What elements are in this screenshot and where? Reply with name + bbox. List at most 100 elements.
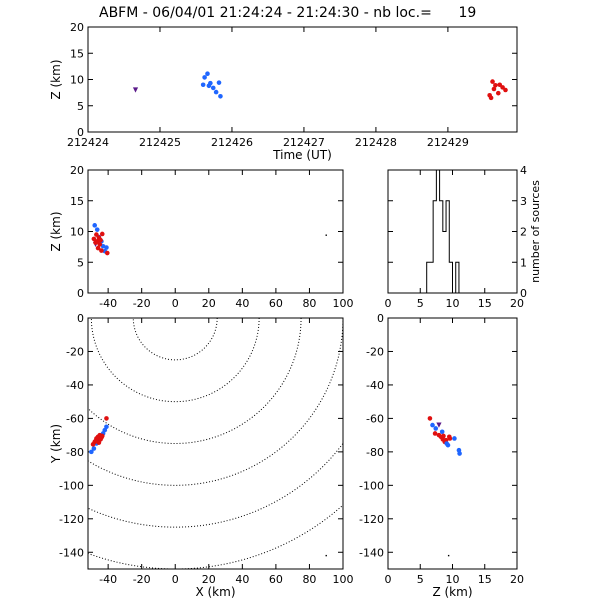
data-point [93,438,98,444]
x-tick-label: 212424 [67,136,109,149]
x-axis-label: X (km) [195,585,235,599]
y-axis-label: Z (km) [49,211,63,251]
x-tick-label: 212427 [283,136,325,149]
data-point [216,80,222,85]
x-tick-label: 60 [269,573,283,586]
x-tick-label: 0 [172,573,179,586]
x-tick-label: 15 [478,573,492,586]
reference-dot [325,234,327,236]
data-point [104,424,109,430]
data-point [427,416,433,421]
x-tick-label: 0 [385,297,392,310]
y-tick-label: 5 [77,256,84,269]
data-point [99,231,105,237]
panel-z-y: 0 5 10 15 20 0 -20 -40 -60 -80 -100 -120 -140 Z (km) [359,312,524,599]
data-point [452,436,457,441]
data-point [210,85,216,91]
data-point [457,451,462,456]
x-tick-label: 5 [417,297,424,310]
data-point [97,242,103,247]
y-tick-label: -100 [59,479,84,492]
x-tick-label: 20 [202,297,216,310]
x-axis-label: Time (UT) [272,148,332,162]
y-tick-label: -140 [359,546,384,559]
y-tick-label: -120 [59,513,84,526]
data-point [488,95,494,101]
y-tick-label: 0 [77,287,84,300]
data-point [436,422,442,428]
y-tick-label: 20 [70,164,84,177]
x-tick-label: 212426 [211,136,253,149]
y-tick-label: -80 [366,446,384,459]
x-tick-label: -40 [99,573,117,586]
data-point [202,75,207,80]
y-tick-label: 0 [520,287,527,300]
panel-x-z: -40 -20 0 20 40 60 80 100 0 5 10 15 20 Z (km) [49,164,354,310]
x-tick-label: 20 [510,297,524,310]
data-point [99,248,104,253]
y-tick-label: 0 [377,312,384,325]
y-tick-label: -120 [359,513,384,526]
x-tick-label: 10 [446,573,460,586]
data-point [432,431,438,436]
y-tick-label: -140 [59,546,84,559]
data-point [503,87,508,93]
y-axis-label: number of sources [529,180,542,283]
data-point [206,83,212,89]
data-point [104,250,110,256]
data-point [441,433,446,439]
x-tick-label: 15 [478,297,492,310]
data-point [91,236,97,242]
data-point [93,240,98,245]
data-point [493,82,498,88]
x-tick-label: 5 [417,573,424,586]
x-tick-label: 10 [446,297,460,310]
data-point [94,232,99,237]
y-tick-label: 10 [70,74,84,87]
x-tick-label: -20 [133,297,151,310]
y-tick-label: -20 [366,345,384,358]
x-tick-label: -20 [133,573,151,586]
x-tick-label: 212425 [139,136,181,149]
y-tick-label: -100 [359,479,384,492]
histogram-bar [430,262,433,293]
x-tick-label: 20 [202,573,216,586]
data-point [213,89,219,95]
y-tick-label: 15 [70,47,84,60]
data-point [99,433,105,439]
data-point [439,429,445,435]
data-point [430,422,435,428]
data-point [94,227,100,232]
data-point [205,71,210,77]
data-point [490,79,495,84]
data-point [95,245,101,251]
x-tick-label: 0 [385,573,392,586]
y-tick-label: -40 [366,379,384,392]
data-point [104,416,109,421]
data-point [90,442,96,447]
y-tick-label: -20 [66,345,84,358]
data-point [132,87,139,93]
x-axis-label: Z (km) [432,585,472,599]
data-point [218,94,223,99]
y-axis-label: Z (km) [49,59,63,99]
x-tick-label: 212429 [427,136,469,149]
histogram-bar [443,232,446,294]
y-tick-label: -80 [66,446,84,459]
y-tick-label: -40 [66,379,84,392]
y-tick-label: 1 [520,256,527,269]
y-tick-label: 0 [77,312,84,325]
x-tick-label: 40 [235,573,249,586]
x-tick-label: 40 [235,297,249,310]
x-tick-label: 80 [302,573,316,586]
data-point [447,436,453,441]
y-axis-label: Y (km) [49,424,63,464]
x-tick-label: 80 [302,297,316,310]
plot-frame [87,317,344,570]
y-tick-label: -60 [366,412,384,425]
data-point [89,449,94,455]
data-point [104,245,109,250]
